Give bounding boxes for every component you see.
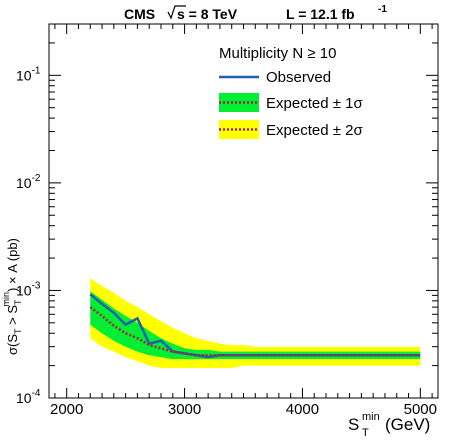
expected-1sigma-band: [90, 291, 421, 360]
svg-text:S: S: [348, 415, 359, 434]
y-tick-label: 10-4: [16, 388, 41, 406]
y-tick-label: 10-3: [16, 280, 41, 298]
x-axis-label: S T min (GeV): [348, 411, 430, 439]
x-tick-label: 3000: [168, 401, 201, 418]
x-tick-label: 2000: [50, 401, 83, 418]
svg-text:(GeV): (GeV): [385, 415, 430, 434]
svg-text:s = 8 TeV: s = 8 TeV: [177, 6, 238, 22]
y-tick-label: 10-1: [16, 65, 41, 83]
svg-text:T: T: [362, 427, 369, 439]
legend-2sigma-label: Expected ± 2σ: [266, 122, 363, 139]
svg-text:-1: -1: [378, 4, 387, 15]
cms-label: CMS: [124, 6, 155, 22]
luminosity-label: L = 12.1 fb -1: [286, 4, 387, 22]
legend: Multiplicity N ≥ 10 Observed Expected ± …: [219, 45, 363, 139]
svg-text:L = 12.1 fb: L = 12.1 fb: [286, 6, 355, 22]
ylabel-sigma: σ(S: [5, 334, 20, 355]
legend-1sigma-label: Expected ± 1σ: [266, 95, 363, 112]
expected-line: [89, 306, 421, 357]
sqrt-s-label: s = 8 TeV: [167, 5, 238, 22]
legend-observed-label: Observed: [266, 69, 331, 86]
y-tick-label: 10-2: [16, 173, 41, 191]
svg-text:min: min: [362, 411, 380, 423]
x-tick-label: 5000: [404, 401, 437, 418]
y-axis-label: σ(ST > STmin) × A (pb): [1, 238, 23, 355]
legend-title: Multiplicity N ≥ 10: [219, 45, 336, 62]
sqrt-sign-icon: [167, 5, 186, 20]
x-tick-label: 4000: [286, 401, 319, 418]
